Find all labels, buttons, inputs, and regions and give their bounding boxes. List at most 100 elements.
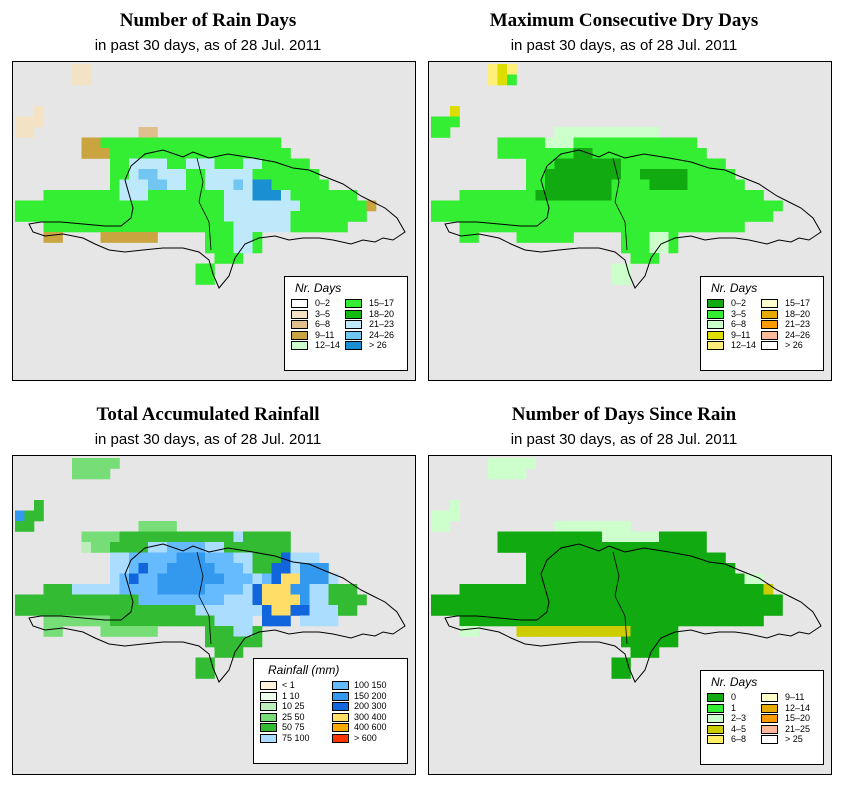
grid-cell: [497, 605, 508, 616]
legend-label: 6–8: [731, 319, 747, 329]
grid-cell: [564, 605, 574, 616]
grid-cell: [545, 211, 555, 222]
grid-cell: [573, 552, 584, 564]
grid-cell: [554, 221, 565, 233]
grid-cell: [195, 552, 206, 564]
grid-cell: [281, 552, 291, 564]
grid-cell: [583, 626, 593, 637]
grid-cell: [195, 179, 206, 191]
grid-cell: [148, 211, 158, 222]
grid-cell: [167, 552, 177, 564]
grid-cell: [725, 200, 736, 212]
grid-cell: [91, 468, 101, 480]
legend-swatch: [345, 320, 362, 329]
grid-cell: [706, 594, 717, 606]
grid-cell: [659, 221, 669, 233]
grid-cell: [167, 158, 177, 170]
grid-cell: [630, 594, 641, 606]
grid-cell: [554, 626, 565, 637]
grid-cell: [573, 158, 584, 170]
grid-cell: [100, 137, 111, 149]
grid-cell: [640, 242, 650, 254]
grid-cell: [138, 127, 149, 138]
legend-swatch: [291, 320, 308, 329]
grid-cell: [214, 179, 225, 191]
legend-label: 150 200: [354, 690, 387, 701]
grid-cell: [195, 263, 206, 275]
grid-cell: [497, 468, 508, 480]
legend-label: > 26: [785, 340, 803, 350]
grid-cell: [262, 584, 272, 595]
grid-cell: [148, 594, 158, 606]
grid-cell: [583, 158, 593, 170]
grid-cell: [668, 137, 679, 149]
grid-cell: [592, 169, 603, 180]
grid-cell: [91, 137, 101, 149]
grid-cell: [100, 605, 111, 616]
panel-title: Total Accumulated Rainfall: [96, 404, 320, 425]
grid-cell: [602, 573, 612, 585]
grid-cell: [24, 127, 35, 138]
grid-cell: [205, 584, 215, 595]
grid-cell: [110, 615, 120, 627]
grid-cell: [167, 521, 177, 532]
grid-cell: [129, 542, 139, 553]
grid-cell: [659, 232, 669, 243]
grid-cell: [535, 542, 546, 553]
grid-cell: [262, 158, 272, 170]
grid-cell: [621, 169, 631, 180]
grid-cell: [319, 563, 329, 574]
grid-cell: [535, 573, 546, 585]
grid-cell: [328, 190, 339, 201]
grid-cell: [176, 563, 187, 574]
grid-cell: [735, 211, 745, 222]
grid-cell: [431, 510, 441, 522]
grid-cell: [186, 615, 196, 627]
grid-cell: [592, 584, 603, 595]
grid-cell: [592, 190, 603, 201]
grid-cell: [678, 615, 688, 627]
grid-cell: [119, 232, 130, 243]
grid-cell: [81, 594, 92, 606]
grid-cell: [252, 221, 263, 233]
grid-cell: [157, 563, 168, 574]
grid-cell: [271, 211, 282, 222]
grid-cell: [640, 542, 650, 553]
legend-swatch: [707, 299, 724, 308]
grid-cell: [754, 200, 764, 212]
grid-cell: [148, 605, 158, 616]
grid-cell: [497, 594, 508, 606]
grid-cell: [497, 542, 508, 553]
grid-cell: [478, 594, 489, 606]
grid-cell: [659, 137, 669, 149]
grid-cell: [110, 221, 120, 233]
grid-cell: [564, 127, 574, 138]
grid-cell: [611, 552, 622, 564]
grid-cell: [281, 584, 291, 595]
grid-cell: [214, 242, 225, 254]
grid-cell: [630, 573, 641, 585]
grid-cell: [440, 594, 451, 606]
grid-cell: [564, 190, 574, 201]
grid-cell: [659, 158, 669, 170]
legend-label: 75 100: [282, 732, 310, 743]
grid-cell: [148, 531, 158, 543]
grid-cell: [233, 605, 244, 616]
grid-cell: [138, 221, 149, 233]
grid-cell: [157, 190, 168, 201]
grid-cell: [148, 615, 158, 627]
grid-cell: [516, 148, 527, 159]
grid-cell: [592, 542, 603, 553]
legend-label: < 1: [282, 680, 295, 690]
grid-cell: [469, 200, 479, 212]
grid-cell: [545, 137, 555, 149]
grid-cell: [763, 605, 774, 616]
grid-cell: [281, 179, 291, 191]
grid-cell: [243, 148, 253, 159]
grid-cell: [554, 232, 565, 243]
grid-cell: [649, 179, 660, 191]
grid-cell: [583, 605, 593, 616]
grid-cell: [148, 232, 158, 243]
grid-cell: [309, 190, 320, 201]
grid-cell: [81, 74, 92, 86]
